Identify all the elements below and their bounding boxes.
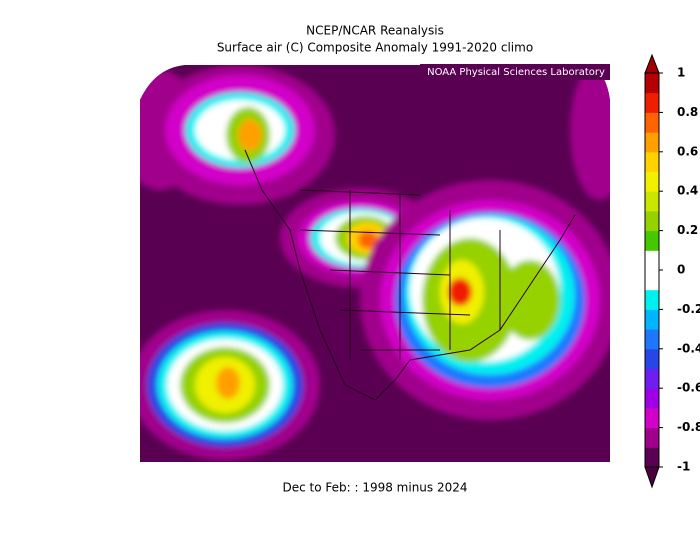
colorbar-tick-label: -0.4 [677,341,700,355]
colorbar-bin [645,309,659,330]
colorbar-bin [645,191,659,212]
colorbar-bin [645,112,659,133]
colorbar-tick-label: -0.6 [677,381,700,395]
colorbar-bin [645,329,659,350]
map [140,65,610,462]
colorbar-bin [645,368,659,389]
colorbar-tick-label: 1 [677,66,685,80]
colorbar-tick-label: 0 [677,263,685,277]
credit-box [420,64,610,80]
colorbar-bin [645,407,659,429]
footer: Dec to Feb: : 1998 minus 2024 [282,481,467,495]
colorbar-bin [645,171,659,192]
colorbar-bin [645,270,659,291]
colorbar-bin [645,230,659,251]
colorbar-bin [645,447,659,468]
colorbar-bin [645,92,659,113]
colorbar-over [644,53,660,74]
colorbar-bin [645,132,659,153]
subtitle: Surface air (C) Composite Anomaly 1991-2… [217,41,533,55]
credit: NOAA Physical Sciences Laboratory [427,67,605,78]
colorbar-tick-label: 0.8 [677,105,698,119]
colorbar-bin [645,250,659,271]
colorbar-bin [645,427,659,448]
colorbar-bin [645,289,659,310]
colorbar-tick-label: -1 [677,460,690,474]
colorbar-bin [645,73,659,94]
colorbar-bin [645,210,659,232]
colorbar-tick-label: -0.8 [677,420,700,434]
colorbar-bin [645,151,659,172]
colorbar-tick-label: 0.6 [677,144,698,158]
title: NCEP/NCAR Reanalysis [306,24,444,38]
colorbar: 1 0.8 0.6 0.4 0.2 0 -0.2 -0.4 -0.6 -0.8 -1 [644,53,700,489]
colorbar-under [644,466,660,489]
colorbar-tick-label: 0.2 [677,223,698,237]
colorbar-tick-label: -0.2 [677,302,700,316]
colorbar-tick-label: 0.4 [677,184,698,198]
colorbar-bin [645,388,659,409]
colorbar-bin [645,348,659,369]
